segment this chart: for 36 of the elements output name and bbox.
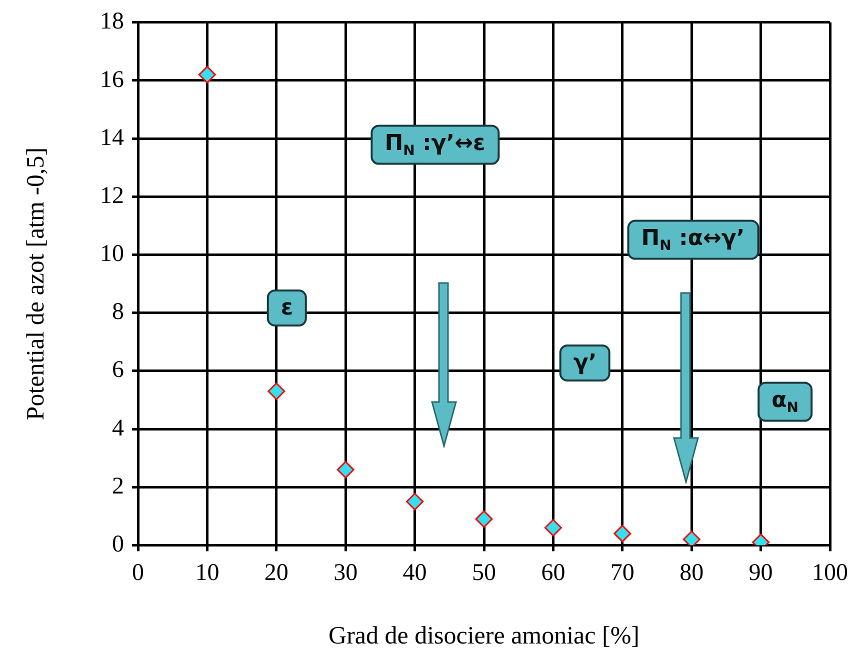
point [544, 519, 562, 537]
point [198, 66, 216, 84]
point [268, 382, 286, 400]
y-tick-label: 0 [112, 531, 124, 558]
y-tick-label: 16 [100, 66, 124, 93]
x-tick-label: 20 [264, 560, 288, 586]
y-tick-label: 6 [112, 357, 124, 384]
y-tick-label: 18 [100, 8, 124, 35]
x-tick-label: 30 [334, 560, 358, 586]
y-tick-label: 8 [112, 299, 124, 326]
x-tick-label: 50 [472, 560, 496, 586]
x-tick-label: 60 [541, 560, 566, 586]
x-tick-label: 40 [402, 560, 427, 586]
point [682, 530, 700, 546]
y-tick-label: 14 [100, 124, 124, 151]
point [406, 492, 424, 510]
annotation: Π$_{N}$ :γ’↔ε [370, 124, 500, 166]
annotation: γ’ [559, 344, 611, 382]
y-tick-label: 12 [100, 182, 124, 209]
x-tick-label: 10 [195, 560, 220, 586]
y-axis-title: Potential de azot [atm -0,5] [22, 147, 50, 420]
point [336, 460, 354, 478]
x-axis-title: Grad de disociere amoniac [%] [328, 622, 640, 650]
x-tick-label: 70 [610, 560, 634, 586]
x-tick-label: 90 [748, 560, 773, 586]
x-tick-label: 80 [680, 560, 704, 586]
x-tick-label: 0 [132, 560, 144, 586]
y-tick-label: 2 [112, 473, 124, 500]
annotation: α$_{N}$ [758, 382, 812, 422]
point [614, 524, 632, 542]
annotation: ε [266, 290, 308, 326]
y-tick-label: 10 [100, 241, 124, 268]
annotation: Π$_{N}$ :α↔γ’ [627, 220, 759, 260]
x-tick-label: 100 [812, 560, 848, 586]
point [475, 510, 493, 528]
y-tick-label: 4 [112, 415, 124, 442]
